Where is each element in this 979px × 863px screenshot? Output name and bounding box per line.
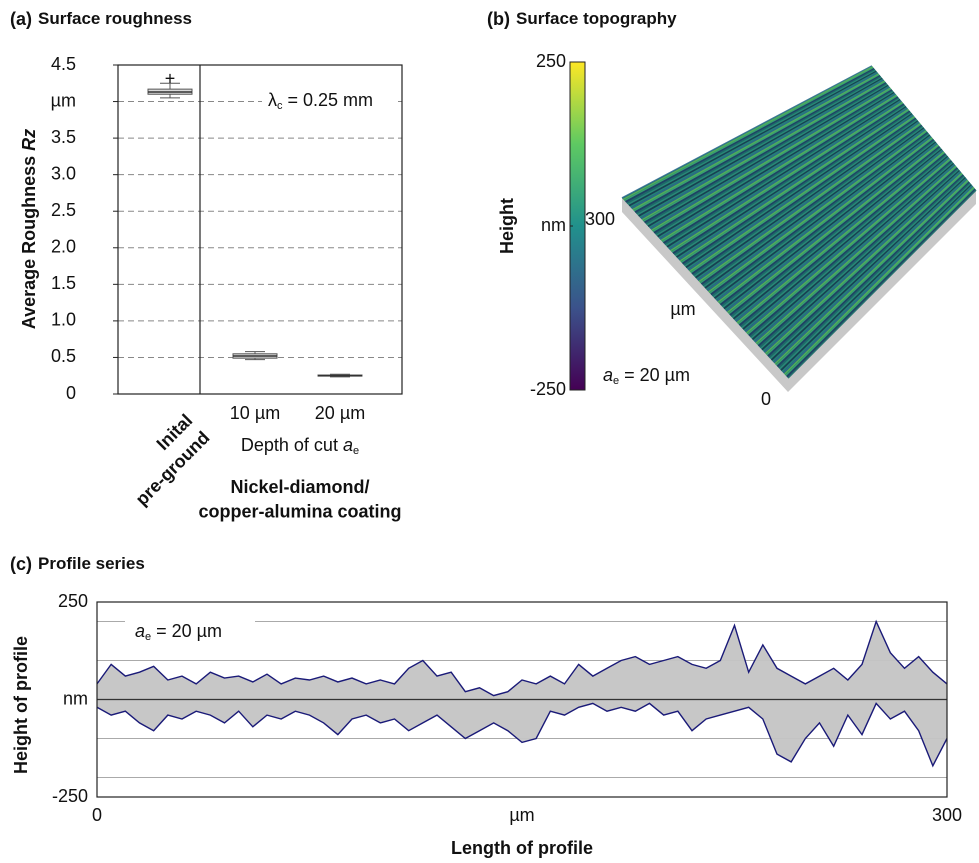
colorbar-tick-label: nm: [541, 215, 566, 235]
panel-title: (c) Profile series: [10, 554, 145, 574]
figure: (a) Surface roughness 0 0.5 1.0 1.5 2.0 2.5 3.0 3…: [0, 0, 979, 863]
x-tick-label: µm: [509, 805, 534, 825]
y-axis-label-part: Rz: [19, 129, 39, 151]
y-tick-label: 250: [58, 591, 88, 611]
y-tick-label: 1.5: [51, 273, 76, 293]
panel-title-text: Surface roughness: [38, 9, 192, 28]
panel-title-text: Profile series: [38, 554, 145, 573]
y-tick-label: 0: [66, 383, 76, 403]
annotation-part: a: [603, 365, 613, 385]
x-tick-label: 0: [92, 805, 102, 825]
annotation-part: = 20 µm: [619, 365, 690, 385]
page: {"chart_data": [ {"type": "box", "label"…: [0, 0, 979, 863]
annotation-part: λ: [268, 90, 277, 110]
y-tick-label: nm: [63, 688, 88, 708]
colorbar-tick-label: 250: [536, 51, 566, 71]
panel-label: (c): [10, 554, 32, 574]
annotation-part: = 0.25 mm: [283, 90, 374, 110]
panel-title: (a) Surface roughness: [10, 9, 192, 29]
y-tick-label: 2.0: [51, 237, 76, 257]
y-tick-label: 3.0: [51, 163, 76, 183]
x-axis-label-part: e: [353, 445, 359, 457]
x-tick-label: 10 µm: [230, 403, 280, 423]
annotation: ae = 20 µm: [603, 365, 690, 387]
y-axis-label-part: Average Roughness: [19, 151, 39, 329]
annotation: λc = 0.25 mm: [268, 90, 373, 112]
colorbar-tick-label: -250: [530, 379, 566, 399]
y-tick-label: 3.5: [51, 127, 76, 147]
x-axis-label-part: a: [343, 435, 353, 455]
x-tick-label: 20 µm: [315, 403, 365, 423]
surface-axis-label: µm: [670, 299, 695, 319]
x-tick-label: Initalpre-ground: [114, 410, 213, 509]
x-axis-label: Depth of cut ae: [241, 435, 359, 457]
y-tick-label: -250: [52, 786, 88, 806]
panel-label: (a): [10, 9, 32, 29]
y-tick-label: 2.5: [51, 200, 76, 220]
y-tick-label: 1.0: [51, 310, 76, 330]
y-tick-label: 0.5: [51, 346, 76, 366]
y-axis-label: Height of profile: [11, 636, 31, 774]
surface-axis-label: 0: [761, 389, 771, 409]
panel-title-text: Surface topography: [516, 9, 677, 28]
y-tick-label: µm: [51, 90, 76, 110]
y-tick-label: 4.5: [51, 54, 76, 74]
plot-frame: [118, 65, 402, 394]
y-axis-label: Average Roughness Rz: [19, 129, 39, 329]
group-label: Nickel-diamond/copper-alumina coating: [198, 477, 401, 521]
annotation-part: a: [135, 621, 145, 641]
x-tick-label: 300: [932, 805, 962, 825]
annotation-part: = 20 µm: [151, 621, 222, 641]
panel-title: (b) Surface topography: [487, 9, 677, 29]
panel-label: (b): [487, 9, 510, 29]
x-axis-label-part: Depth of cut: [241, 435, 343, 455]
surface-axis-label: 300: [585, 209, 615, 229]
colorbar-label: Height: [497, 198, 517, 254]
outlier: +: [165, 68, 176, 88]
x-axis-label: Length of profile: [451, 838, 593, 858]
